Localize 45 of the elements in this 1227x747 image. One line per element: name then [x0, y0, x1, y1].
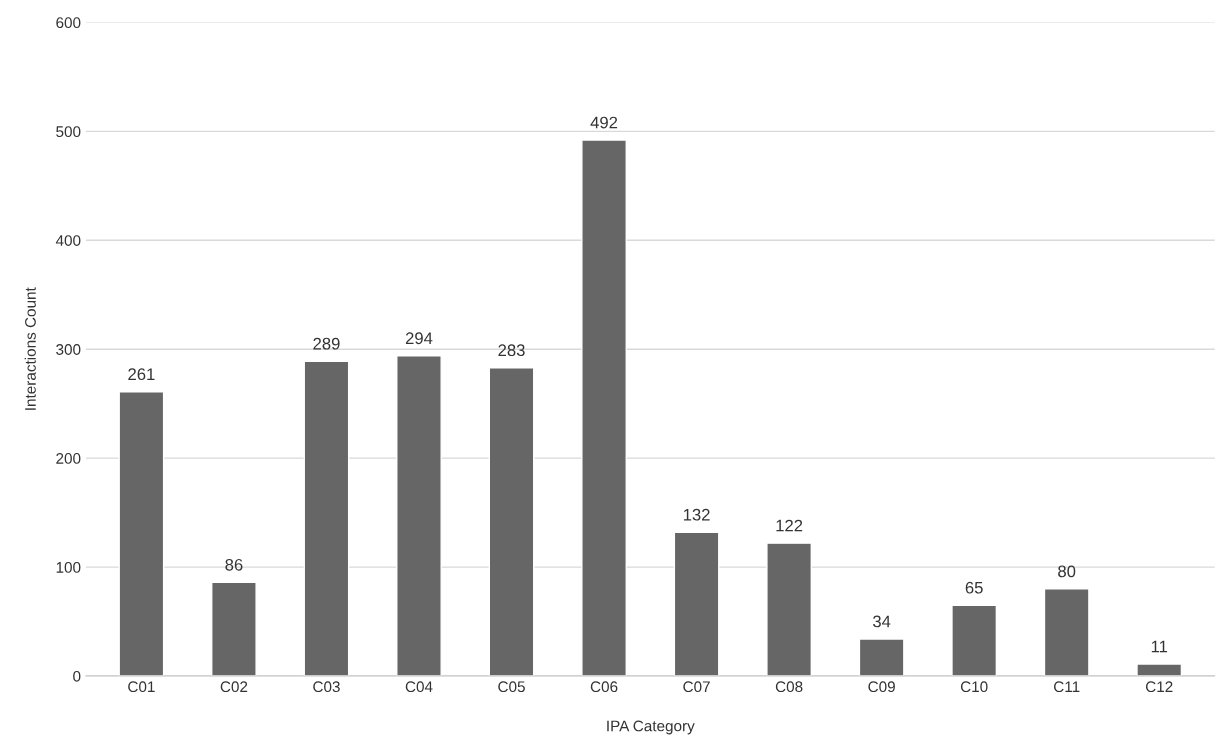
x-tick-label: C06	[590, 681, 618, 693]
y-tick-label: 500	[56, 126, 81, 138]
bar	[118, 391, 165, 677]
y-axis-title: Interactions Count	[24, 287, 36, 410]
y-tick-label: 600	[56, 17, 81, 29]
x-axis-title: IPA Category	[607, 720, 695, 735]
x-tick-label: C04	[405, 681, 433, 693]
data-label: 86	[225, 558, 243, 571]
x-tick-label: C05	[498, 681, 525, 693]
y-tick-label: 0	[73, 670, 81, 682]
y-tick-label: 200	[56, 453, 81, 464]
bar	[211, 581, 257, 677]
bar	[858, 638, 905, 677]
x-tick-label: C02	[220, 681, 248, 693]
data-label: 132	[683, 508, 710, 521]
data-label: 289	[313, 337, 340, 350]
x-tick-label: C12	[1145, 681, 1173, 693]
data-label: 34	[873, 615, 891, 628]
bar	[396, 355, 442, 677]
bar	[766, 542, 813, 677]
y-tick-label: 300	[56, 344, 81, 355]
bar	[673, 531, 720, 677]
x-tick-label: C11	[1054, 681, 1080, 693]
x-tick-label: C07	[683, 681, 710, 693]
data-label: 65	[965, 581, 983, 594]
data-label: 11	[1151, 640, 1168, 653]
data-label: 261	[128, 368, 155, 381]
x-tick-label: C01	[128, 681, 155, 693]
x-tick-label: C03	[313, 681, 340, 693]
data-label: 283	[498, 344, 525, 357]
bar	[303, 360, 350, 677]
y-tick-label: 100	[56, 561, 81, 573]
bar	[1043, 588, 1090, 677]
y-tick-label: 400	[55, 235, 81, 246]
x-tick-label: C08	[775, 681, 803, 693]
data-label: 80	[1058, 565, 1076, 578]
data-label: 492	[590, 116, 618, 129]
x-tick-label: C10	[960, 681, 988, 693]
data-label: 122	[776, 519, 803, 532]
bar	[581, 139, 627, 677]
bar	[1136, 663, 1183, 677]
x-tick-label: C09	[868, 681, 895, 693]
data-label: 294	[405, 332, 433, 345]
bar	[951, 604, 998, 677]
bar	[488, 367, 535, 677]
